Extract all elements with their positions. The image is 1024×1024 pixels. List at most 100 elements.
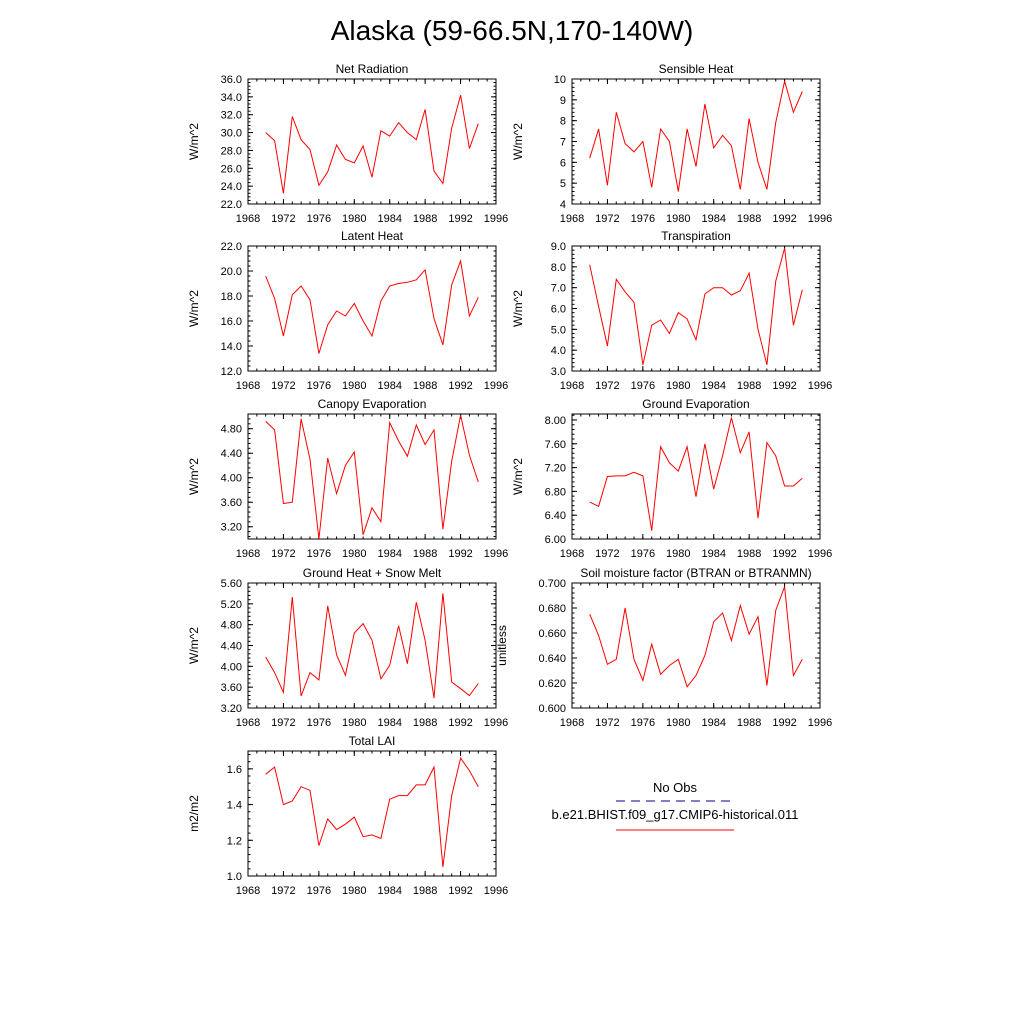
plot-frame bbox=[571, 582, 821, 709]
legend-label-model: b.e21.BHIST.f09_g17.CMIP6-historical.011 bbox=[552, 807, 799, 822]
y-tick-label: 3.60 bbox=[221, 497, 242, 509]
series-line bbox=[265, 593, 479, 699]
y-tick-label: 6.80 bbox=[545, 486, 566, 498]
y-tick-label: 10 bbox=[554, 74, 566, 86]
x-tick-label: 1988 bbox=[413, 213, 437, 225]
x-tick-label: 1980 bbox=[342, 717, 366, 729]
y-tick-label: 30.0 bbox=[221, 128, 242, 140]
y-tick-label: 0.600 bbox=[538, 703, 566, 715]
x-tick-label: 1988 bbox=[737, 717, 761, 729]
x-tick-label: 1972 bbox=[595, 213, 619, 225]
y-tick-label: 26.0 bbox=[221, 163, 242, 175]
plot-frame bbox=[247, 750, 497, 877]
x-tick-label: 1980 bbox=[666, 213, 690, 225]
x-tick-label: 1972 bbox=[271, 380, 295, 392]
y-tick-label: 36.0 bbox=[221, 74, 242, 86]
plot-frame bbox=[247, 78, 497, 205]
x-tick-label: 1984 bbox=[377, 717, 401, 729]
y-tick-label: 4.40 bbox=[221, 448, 242, 460]
y-tick-label: 8.00 bbox=[545, 415, 566, 427]
x-tick-label: 1984 bbox=[701, 717, 725, 729]
y-axis-label: W/m^2 bbox=[511, 458, 525, 495]
x-tick-label: 1980 bbox=[342, 548, 366, 560]
plot-frame bbox=[571, 245, 821, 372]
x-tick-label: 1972 bbox=[595, 548, 619, 560]
y-tick-label: 34.0 bbox=[221, 92, 242, 104]
y-tick-label: 4.40 bbox=[221, 641, 242, 653]
x-tick-label: 1992 bbox=[448, 885, 472, 897]
panel-4: Transpiration W/m^2 1968 1972 1976 1980 1984 19… bbox=[511, 229, 832, 392]
panel-title: Ground Heat + Snow Melt bbox=[303, 566, 442, 580]
series-line bbox=[265, 756, 479, 868]
series-line bbox=[265, 415, 479, 540]
x-tick-label: 1980 bbox=[666, 717, 690, 729]
x-tick-label: 1988 bbox=[413, 717, 437, 729]
y-tick-label: 0.640 bbox=[538, 653, 566, 665]
x-tick-label: 1984 bbox=[701, 380, 725, 392]
panel-title: Total LAI bbox=[349, 734, 396, 748]
panel-title: Ground Evaporation bbox=[642, 397, 749, 411]
panel-title: Latent Heat bbox=[341, 229, 404, 243]
y-tick-label: 4.80 bbox=[221, 424, 242, 436]
y-tick-label: 5.0 bbox=[551, 324, 566, 336]
x-tick-label: 1988 bbox=[737, 380, 761, 392]
x-tick-label: 1984 bbox=[701, 213, 725, 225]
y-tick-label: 12.0 bbox=[221, 366, 242, 378]
x-tick-label: 1972 bbox=[595, 380, 619, 392]
series-line bbox=[265, 259, 479, 354]
y-tick-label: 6.40 bbox=[545, 510, 566, 522]
y-tick-label: 4.00 bbox=[221, 473, 242, 485]
y-tick-label: 7 bbox=[560, 137, 566, 149]
x-tick-label: 1988 bbox=[413, 885, 437, 897]
y-tick-label: 6 bbox=[560, 157, 566, 169]
x-tick-label: 1972 bbox=[595, 717, 619, 729]
x-tick-label: 1984 bbox=[377, 548, 401, 560]
x-tick-label: 1976 bbox=[307, 717, 331, 729]
y-tick-label: 9 bbox=[560, 95, 566, 107]
x-tick-label: 1976 bbox=[307, 885, 331, 897]
x-tick-label: 1980 bbox=[666, 548, 690, 560]
y-tick-label: 3.20 bbox=[221, 522, 242, 534]
panel-title: Net Radiation bbox=[336, 62, 409, 76]
plot-frame bbox=[247, 413, 497, 540]
y-tick-label: 6.00 bbox=[545, 534, 566, 546]
y-tick-label: 4 bbox=[560, 199, 566, 211]
y-tick-label: 3.0 bbox=[551, 366, 566, 378]
x-tick-label: 1968 bbox=[236, 213, 260, 225]
panel-2: Sensible Heat W/m^2 1968 1972 1976 1980 1984 19… bbox=[511, 62, 832, 225]
x-tick-label: 1992 bbox=[772, 380, 796, 392]
y-tick-label: 4.0 bbox=[551, 345, 566, 357]
x-tick-label: 1996 bbox=[484, 380, 508, 392]
y-tick-label: 0.660 bbox=[538, 628, 566, 640]
x-tick-label: 1976 bbox=[631, 213, 655, 225]
panel-title: Soil moisture factor (BTRAN or BTRANMN) bbox=[580, 566, 811, 580]
y-axis-label: W/m^2 bbox=[511, 290, 525, 327]
x-tick-label: 1976 bbox=[307, 548, 331, 560]
x-tick-label: 1968 bbox=[236, 717, 260, 729]
y-tick-label: 5.60 bbox=[221, 578, 242, 590]
x-tick-label: 1992 bbox=[772, 548, 796, 560]
y-tick-label: 8 bbox=[560, 116, 566, 128]
x-tick-label: 1996 bbox=[808, 717, 832, 729]
x-tick-label: 1992 bbox=[448, 548, 472, 560]
x-tick-label: 1968 bbox=[236, 885, 260, 897]
y-axis-label: W/m^2 bbox=[187, 627, 201, 664]
x-tick-label: 1996 bbox=[808, 380, 832, 392]
legend: No Obs b.e21.BHIST.f09_g17.CMIP6-histori… bbox=[552, 780, 799, 831]
x-tick-label: 1996 bbox=[484, 548, 508, 560]
y-tick-label: 7.60 bbox=[545, 439, 566, 451]
y-tick-label: 4.80 bbox=[221, 620, 242, 632]
y-tick-label: 22.0 bbox=[221, 199, 242, 211]
panel-5: Canopy Evaporation W/m^2 1968 1972 1976 1980 1… bbox=[187, 397, 508, 560]
legend-label-obs: No Obs bbox=[653, 780, 698, 795]
y-tick-label: 24.0 bbox=[221, 181, 242, 193]
y-tick-label: 3.60 bbox=[221, 682, 242, 694]
y-tick-label: 9.0 bbox=[551, 241, 566, 253]
x-tick-label: 1988 bbox=[413, 548, 437, 560]
y-tick-label: 1.6 bbox=[227, 764, 242, 776]
x-tick-label: 1968 bbox=[560, 548, 584, 560]
x-tick-label: 1996 bbox=[808, 548, 832, 560]
panel-title: Canopy Evaporation bbox=[318, 397, 427, 411]
series-line bbox=[589, 247, 803, 365]
